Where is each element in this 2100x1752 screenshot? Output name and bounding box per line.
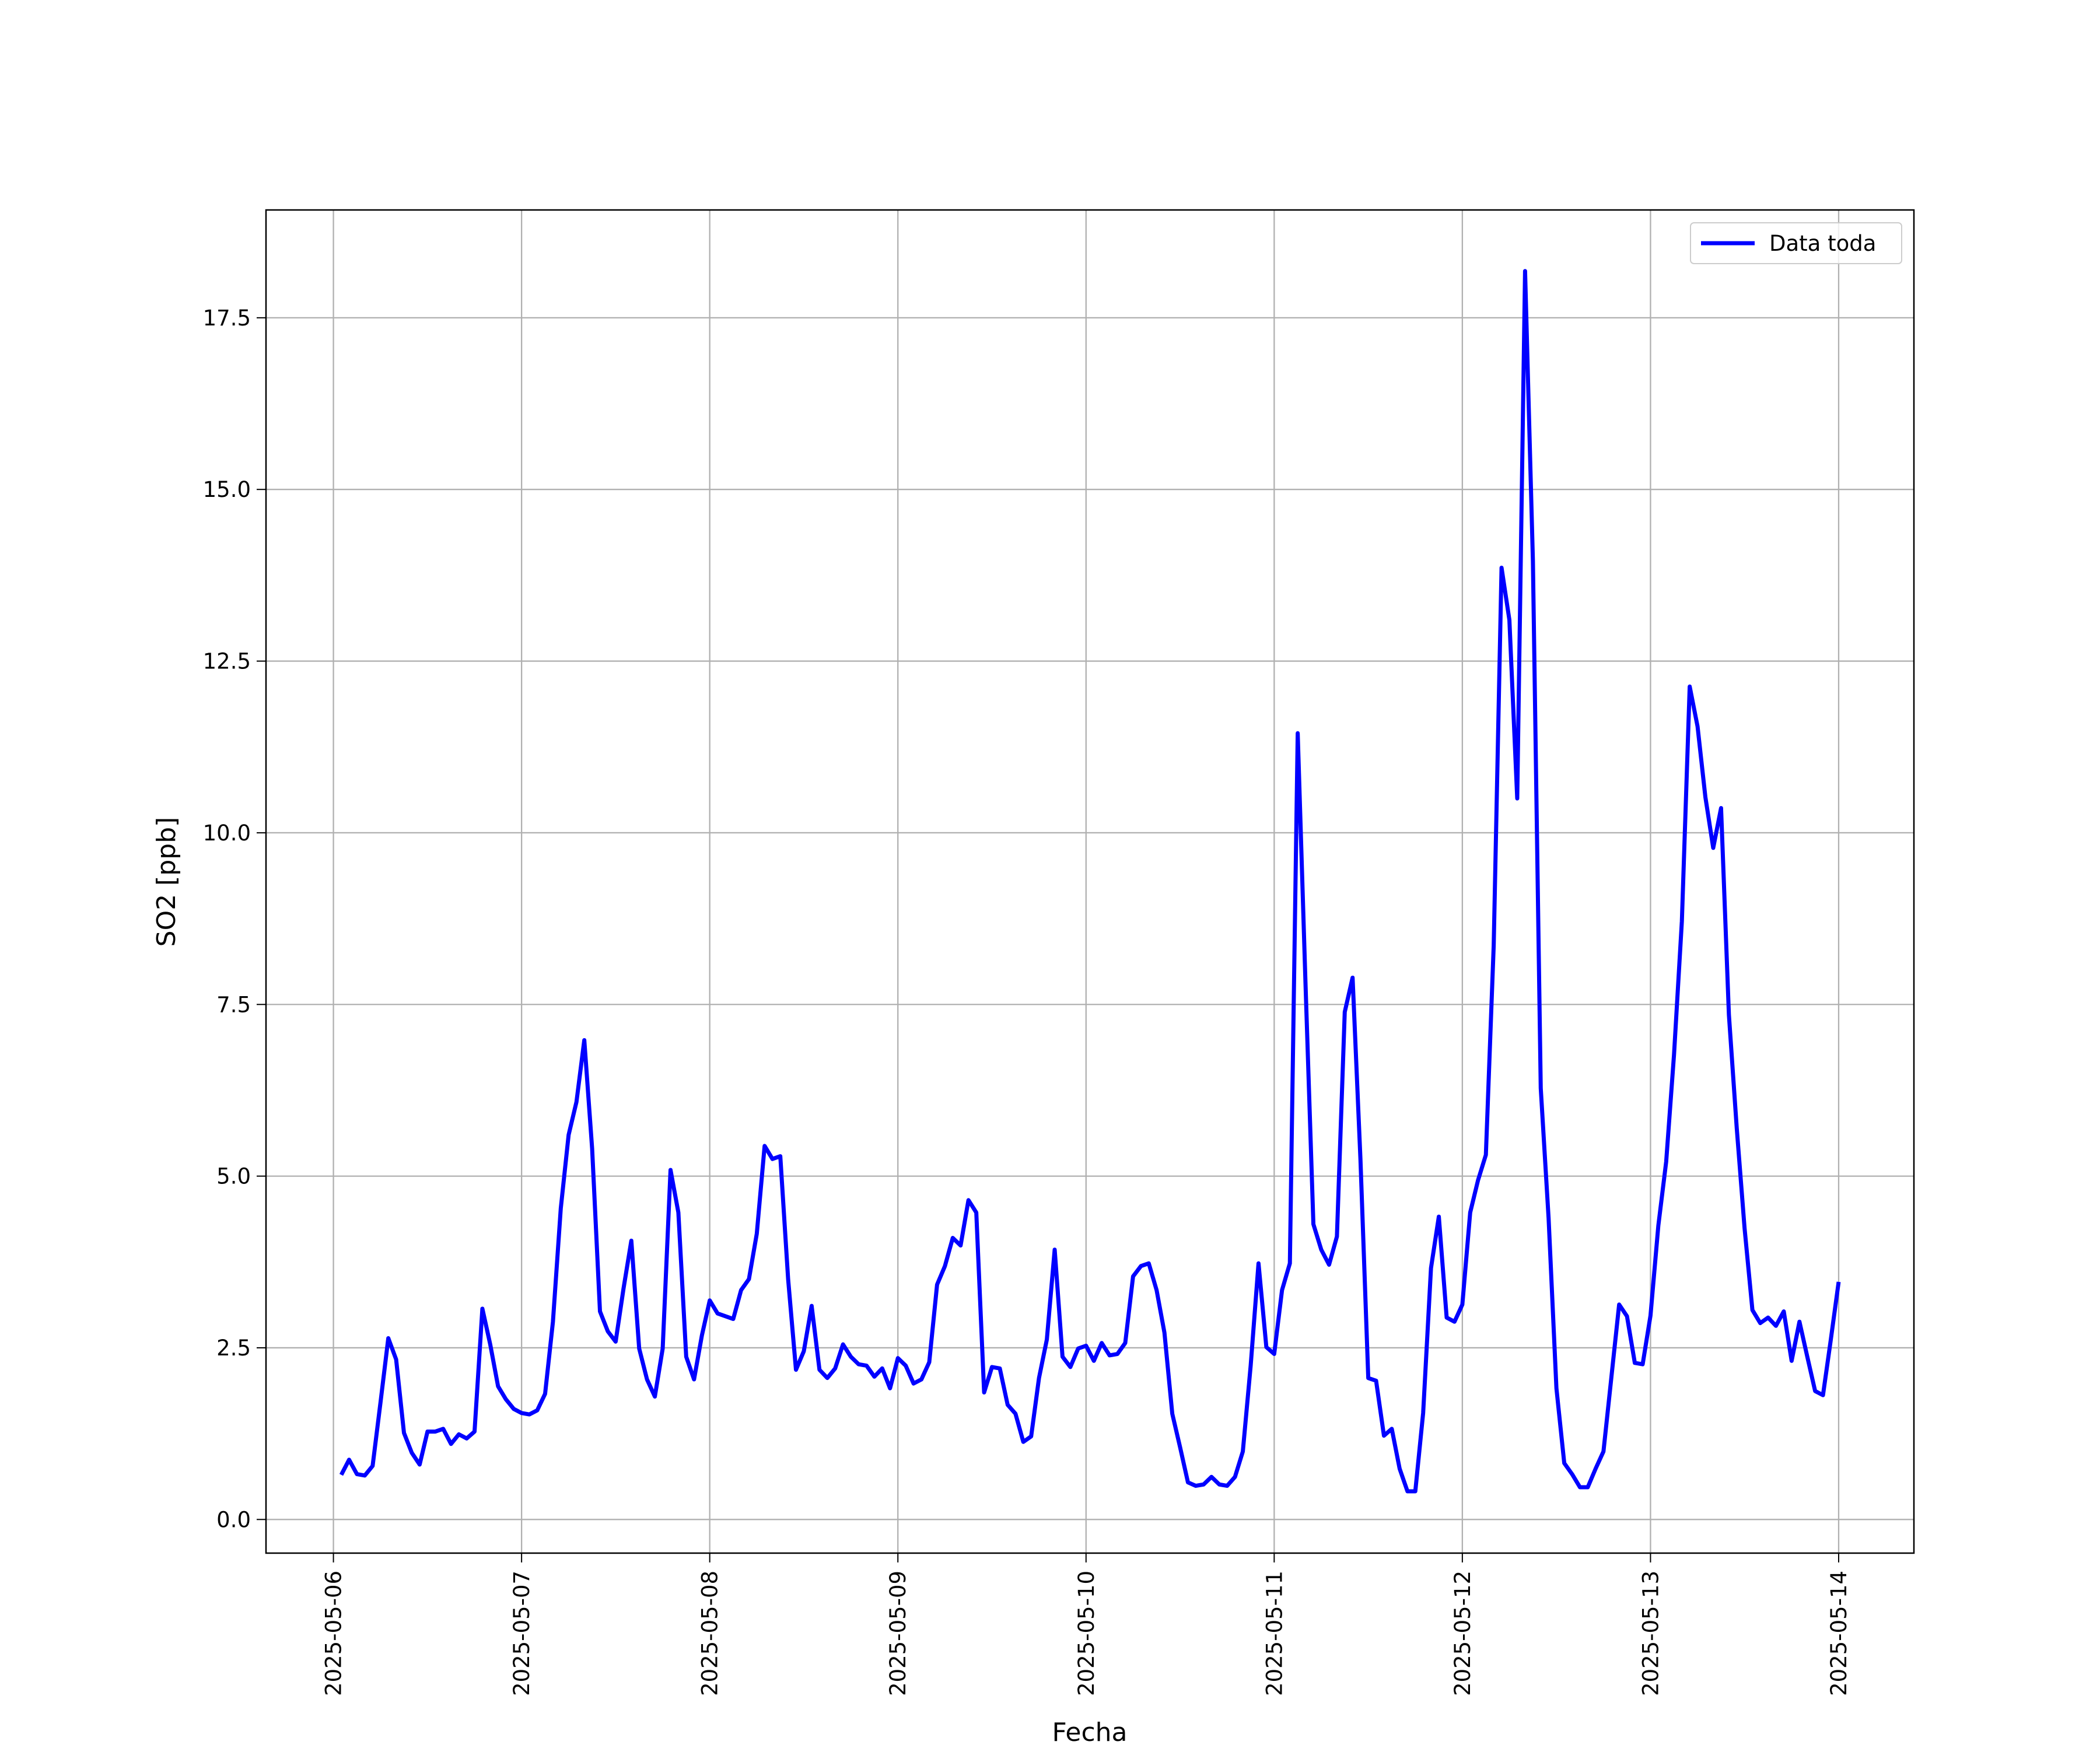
x-axis-label: Fecha	[1052, 1718, 1127, 1747]
legend-box	[1690, 222, 1902, 264]
x-tick-label: 2025-05-13	[1638, 1571, 1663, 1696]
y-tick-label: 10.0	[203, 821, 251, 846]
x-tick-label: 2025-05-06	[321, 1571, 346, 1696]
y-tick-label: 15.0	[203, 477, 251, 502]
legend: Data toda	[1690, 222, 1902, 264]
y-axis-label: SO2 [ppb]	[152, 817, 181, 947]
x-tick-label: 2025-05-12	[1450, 1571, 1475, 1696]
y-tick-label: 2.5	[216, 1336, 251, 1361]
y-tick-label: 0.0	[216, 1507, 251, 1532]
x-tick-label: 2025-05-11	[1262, 1571, 1287, 1696]
x-tick-label: 2025-05-10	[1074, 1571, 1099, 1696]
y-tick-label: 17.5	[203, 306, 251, 331]
legend-label: Data toda	[1769, 231, 1876, 256]
y-tick-label: 7.5	[216, 992, 251, 1017]
x-tick-label: 2025-05-08	[698, 1571, 723, 1696]
plot-frame	[265, 209, 1915, 1554]
x-tick-label: 2025-05-14	[1826, 1571, 1852, 1696]
y-tick-label: 12.5	[203, 649, 251, 674]
data-line	[339, 269, 1841, 1494]
x-tick-label: 2025-05-07	[509, 1571, 534, 1696]
x-tick-label: 2025-05-09	[886, 1571, 911, 1696]
y-tick-label: 5.0	[216, 1164, 251, 1189]
